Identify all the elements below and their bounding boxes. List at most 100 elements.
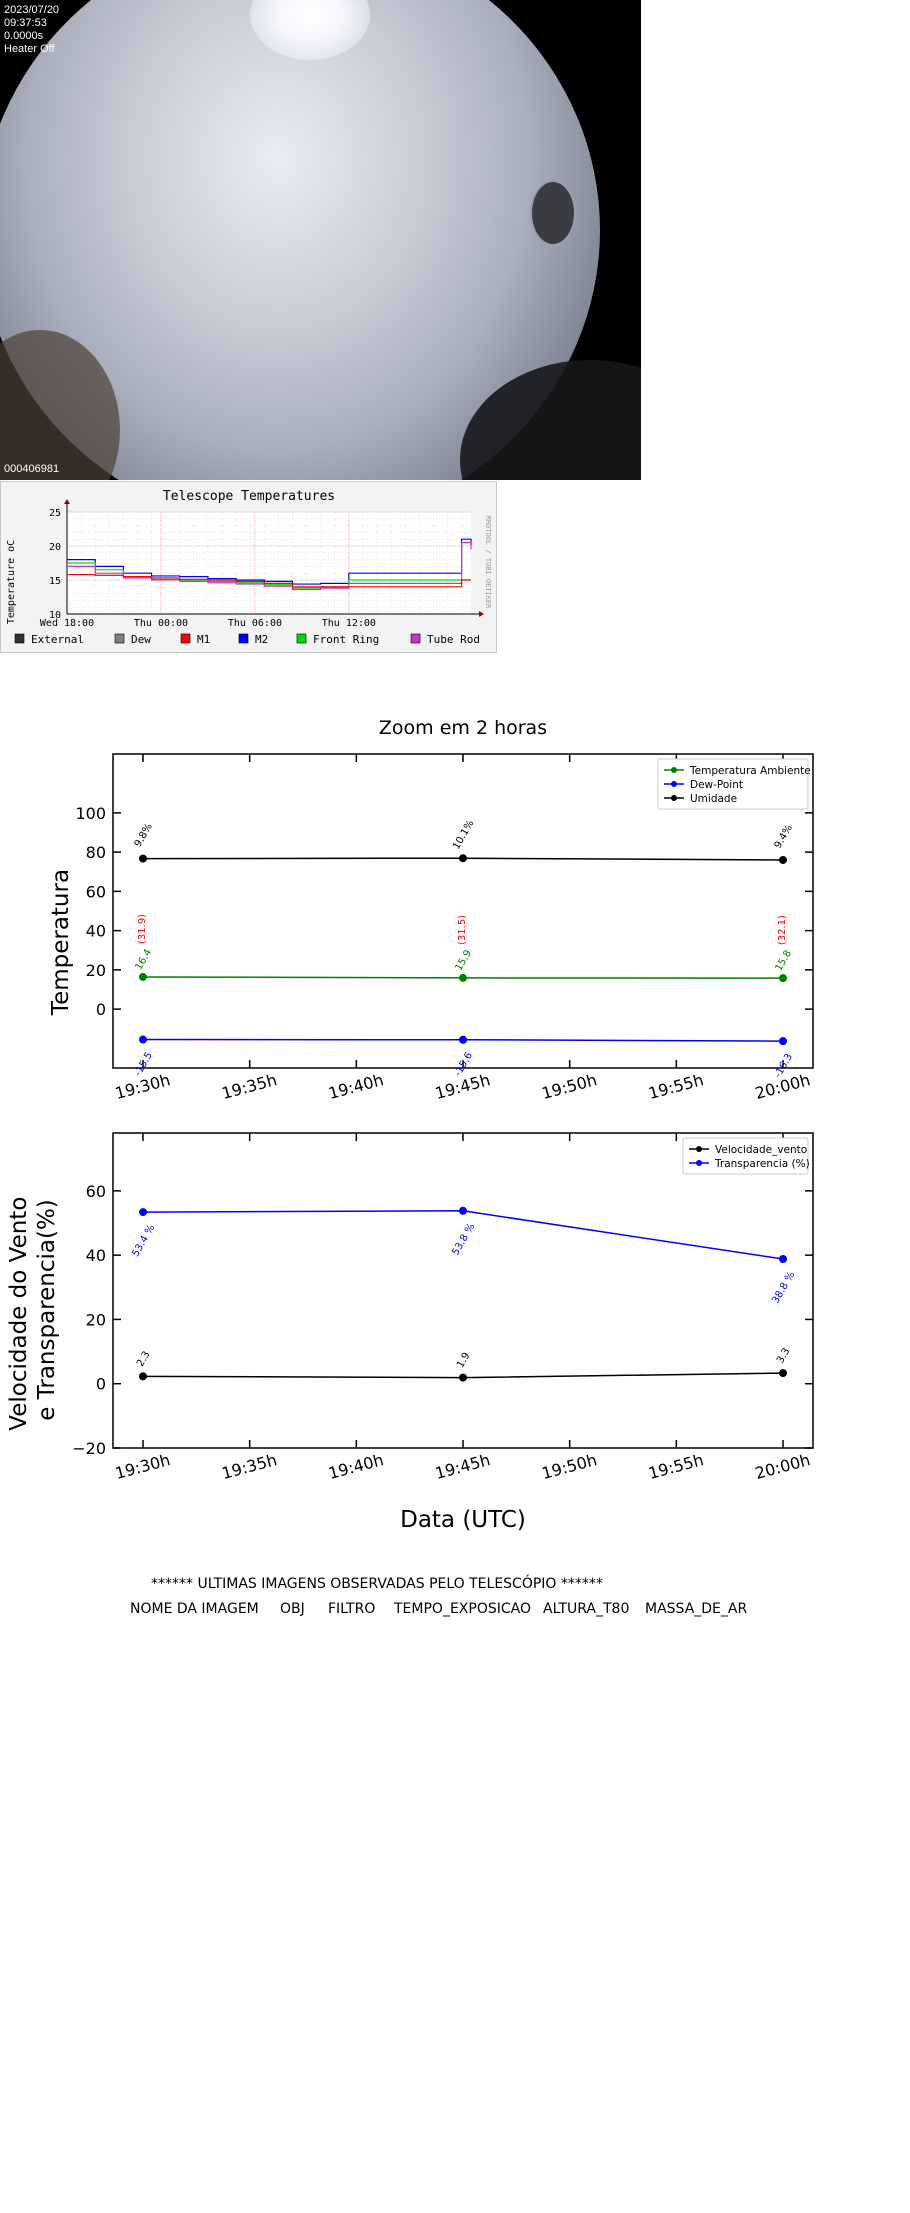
telescope-chart-series xyxy=(67,538,472,591)
xtick-label: 19:30h xyxy=(113,1450,172,1483)
telescope-xtick-label: Thu 12:00 xyxy=(322,618,376,629)
telescope-chart-ylabel: Temperature oC xyxy=(6,540,17,624)
telescope-chart-side-label: RRDTOOL / TOBI OETIKER xyxy=(484,516,492,610)
telescope-series-m1 xyxy=(67,573,471,588)
legend-marker xyxy=(696,1146,702,1152)
data-point xyxy=(139,1035,147,1044)
ytick-label: 80 xyxy=(86,843,106,862)
data-label: 16.4 xyxy=(134,947,155,972)
telescope-dome xyxy=(530,180,576,246)
data-extra-label: (32.1) xyxy=(777,915,788,945)
data-extra-label: (31.9) xyxy=(137,914,148,944)
ytick-label: 100 xyxy=(75,804,106,823)
telescope-temperatures-chart: Telescope Temperatures Temperature oC RR… xyxy=(6,489,492,646)
chart-legend xyxy=(682,1137,809,1175)
footer-col-airmass: MASSA_DE_AR xyxy=(645,1601,748,1617)
data-extra-label: (31.5) xyxy=(457,915,468,945)
legend-marker xyxy=(671,795,677,801)
data-label: 15.9 xyxy=(454,948,475,973)
telescope-ytick-label: 10 xyxy=(49,610,61,621)
telescope-temperatures-panel: Telescope Temperatures Temperature oC RR… xyxy=(0,481,497,653)
data-point xyxy=(779,1369,787,1378)
telescope-legend-label: External xyxy=(31,633,84,646)
footer-col-image-name: NOME DA IMAGEM xyxy=(130,1601,259,1617)
ytick-label: −20 xyxy=(72,1439,106,1458)
data-label: 15.8 xyxy=(774,948,795,973)
legend-label: Transparencia (%) xyxy=(714,1158,810,1170)
telescope-legend-swatch xyxy=(296,633,307,644)
data-point xyxy=(779,855,787,864)
data-point xyxy=(139,1372,147,1381)
telescope-series-tube-rod xyxy=(67,542,472,591)
telescope-legend-label: Tube Rod xyxy=(427,633,480,646)
ytick-label: 60 xyxy=(86,882,106,901)
telescope-chart-grid xyxy=(66,511,471,615)
ytick-label: 40 xyxy=(86,1246,106,1265)
legend-label: Umidade xyxy=(690,793,737,805)
data-point xyxy=(459,973,467,982)
data-point xyxy=(139,972,147,981)
allsky-frame-id: 000406981 xyxy=(4,463,60,475)
telescope-legend-label: Front Ring xyxy=(313,633,379,646)
chart-frame xyxy=(112,1132,814,1449)
xtick-label: 19:35h xyxy=(220,1450,279,1483)
legend-marker xyxy=(671,781,677,787)
telescope-ytick-label: 15 xyxy=(49,576,61,587)
allsky-time: 09:37:53 xyxy=(4,17,47,29)
telescope-y-arrow xyxy=(64,499,70,504)
footer-col-obj: OBJ xyxy=(280,1601,305,1617)
allsky-heater: Heater Off xyxy=(4,43,55,55)
wind-ylabel-line1: Velocidade do Vento xyxy=(6,1197,32,1431)
allsky-date: 2023/07/20 xyxy=(4,4,60,16)
data-label: 2.3 xyxy=(135,1349,152,1368)
telescope-legend-swatch xyxy=(410,633,421,644)
data-point xyxy=(779,974,787,983)
zoom-charts: Zoom em 2 horas Temperatura 100 80 60 40 20 0… xyxy=(6,717,814,1533)
ytick-label: 20 xyxy=(86,1310,106,1329)
footer-col-exposure-time: TEMPO_EXPOSICAO xyxy=(394,1601,531,1617)
ytick-label: 0 xyxy=(96,1000,106,1019)
data-point xyxy=(459,1206,467,1215)
telescope-ytick-label: 20 xyxy=(49,542,61,553)
wind-chart-xlabel: Data (UTC) xyxy=(400,1507,526,1533)
telescope-chart-legend: External Dew M1 M2 Front Ring Tube Rod xyxy=(14,633,480,646)
xtick-label: 19:45h xyxy=(433,1450,492,1483)
data-label: 9.8% xyxy=(133,822,155,850)
data-point xyxy=(139,1208,147,1217)
telescope-legend-swatch xyxy=(180,633,191,644)
telescope-x-arrow xyxy=(479,611,484,617)
ytick-label: 20 xyxy=(86,961,106,980)
allsky-camera-image: 2023/07/20 09:37:53 0.0000s Heater Off 0… xyxy=(0,0,641,480)
chart-legend xyxy=(657,758,809,810)
data-label: 9.4% xyxy=(773,823,795,851)
footer-col-altitude: ALTURA_T80 xyxy=(543,1601,630,1617)
telescope-legend-swatch xyxy=(238,633,249,644)
legend-label: Velocidade_vento xyxy=(715,1144,807,1156)
data-label: 1.9 xyxy=(455,1351,472,1370)
data-label: 53.8 % xyxy=(450,1222,477,1258)
data-point xyxy=(779,1255,787,1263)
wind-ylabel-line2: e Transparencia(%) xyxy=(34,1199,60,1421)
legend-marker xyxy=(671,767,677,773)
data-point xyxy=(459,1373,467,1382)
telescope-legend-swatch xyxy=(14,633,25,644)
temperature-ylabel: Temperatura xyxy=(48,869,74,1016)
xtick-label: 19:55h xyxy=(646,1070,705,1103)
ytick-label: 0 xyxy=(96,1375,106,1394)
telescope-legend-swatch xyxy=(114,633,125,644)
telescope-xtick-label: Thu 00:00 xyxy=(134,618,188,629)
zoom-chart-title: Zoom em 2 horas xyxy=(379,717,547,739)
telescope-xtick-label: Thu 06:00 xyxy=(228,618,282,629)
xtick-label: 19:40h xyxy=(326,1450,385,1483)
data-label: 10.1% xyxy=(451,818,476,851)
telescope-chart-title: Telescope Temperatures xyxy=(163,489,335,504)
telescope-legend-label: M2 xyxy=(255,633,268,646)
footer-col-filter: FILTRO xyxy=(328,1601,376,1617)
legend-marker xyxy=(696,1160,702,1166)
legend-label: Dew-Point xyxy=(690,779,743,791)
data-point xyxy=(459,854,467,863)
xtick-label: 19:35h xyxy=(220,1070,279,1103)
telescope-ytick-label: 25 xyxy=(49,508,61,519)
